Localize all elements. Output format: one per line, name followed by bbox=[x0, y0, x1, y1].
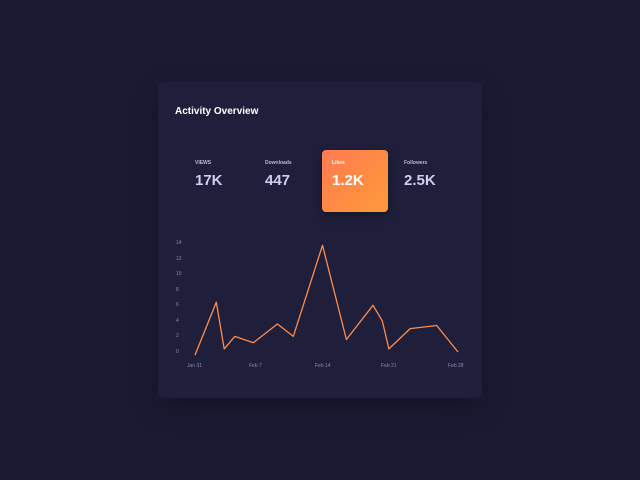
stat-value: 2.5K bbox=[404, 172, 436, 189]
stat-value: 17K bbox=[195, 172, 223, 189]
x-tick-label: Jan 31 bbox=[187, 363, 203, 369]
y-tick-label: 10 bbox=[176, 271, 182, 278]
card-title: Activity Overview bbox=[175, 106, 259, 117]
x-tick-label: Feb 7 bbox=[249, 363, 262, 369]
likes-line bbox=[194, 244, 459, 356]
stat-followers[interactable]: Followers 2.5K bbox=[394, 150, 460, 212]
y-tick-label: 6 bbox=[176, 302, 179, 309]
stat-value: 447 bbox=[265, 172, 291, 189]
y-tick-label: 14 bbox=[176, 240, 182, 246]
stat-likes[interactable]: Likes 1.2K bbox=[322, 150, 388, 212]
x-tick-label: Feb 14 bbox=[315, 363, 331, 369]
line-chart: 0 2 4 6 8 10 12 14 Jan 31 Feb 7 Feb 14 Feb 21 Feb 2… bbox=[158, 232, 482, 382]
stat-views[interactable]: VIEWS 17K bbox=[185, 150, 251, 212]
stat-label: Likes bbox=[332, 160, 345, 166]
stat-label: VIEWS bbox=[195, 160, 212, 166]
y-tick-label: 2 bbox=[176, 333, 179, 340]
y-tick-label: 8 bbox=[176, 286, 179, 293]
y-tick-label: 0 bbox=[176, 349, 179, 355]
stat-downloads[interactable]: Downloads 447 bbox=[255, 150, 321, 212]
y-tick-label: 4 bbox=[176, 317, 179, 324]
chart-plot bbox=[194, 244, 459, 356]
stat-value: 1.2K bbox=[332, 172, 364, 189]
stat-label: Downloads bbox=[265, 160, 292, 166]
activity-overview-card: Activity Overview VIEWS 17K Downloads 44… bbox=[158, 82, 482, 398]
stat-label: Followers bbox=[404, 160, 428, 166]
x-tick-label: Feb 21 bbox=[381, 363, 397, 369]
x-tick-label: Feb 28 bbox=[448, 363, 464, 369]
y-tick-label: 12 bbox=[176, 255, 182, 262]
